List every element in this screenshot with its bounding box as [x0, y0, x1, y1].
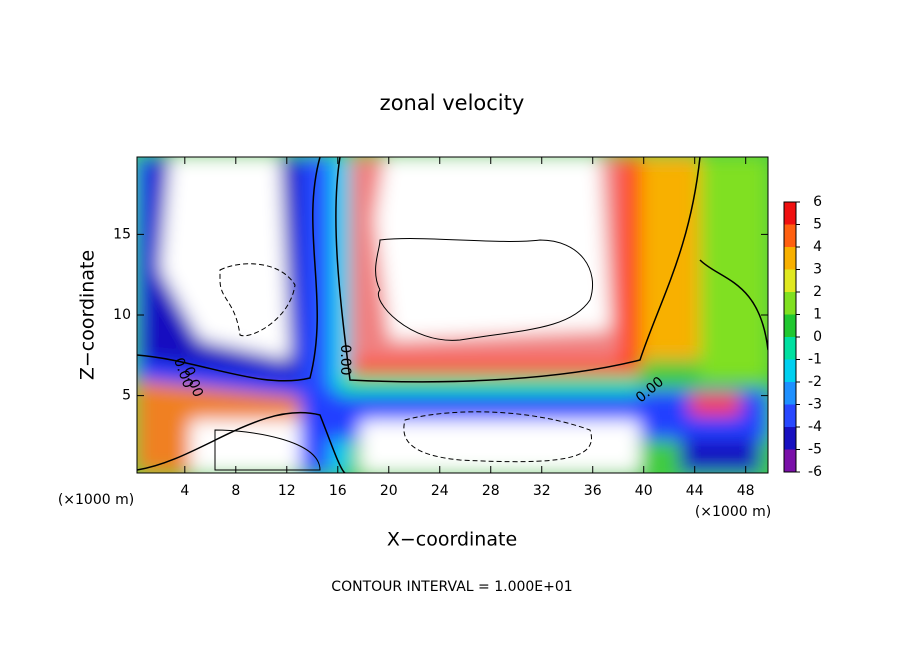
colorbar-band: [784, 404, 796, 427]
x-tick-label: 8: [231, 483, 240, 499]
x-tick-label: 12: [278, 483, 296, 499]
colorbar-label: 6: [813, 194, 822, 210]
colorbar-label: 1: [813, 307, 822, 323]
chart-title: zonal velocity: [380, 91, 525, 115]
y-axis-label: Z−coordinate: [77, 250, 99, 380]
colorbar-band: [784, 269, 796, 292]
colorbar-label: 4: [813, 239, 822, 255]
y-tick-label: 15: [113, 226, 131, 242]
x-tick-label: 4: [180, 483, 189, 499]
colorbar-band: [784, 382, 796, 405]
contour-label: 0.00: [337, 344, 353, 375]
y-tick-label: 10: [113, 307, 131, 323]
x-unit: (×1000 m): [58, 492, 134, 508]
colorbar-band: [784, 202, 796, 225]
colorbar-label: -6: [808, 464, 822, 480]
colorbar-band: [784, 224, 796, 247]
colorbar-label: 2: [813, 284, 822, 300]
colorbar-band: [784, 337, 796, 360]
colorbar-band: [784, 427, 796, 450]
x-tick-label: 48: [737, 483, 755, 499]
colorbar-label: 3: [813, 262, 822, 278]
x-tick-label: 32: [533, 483, 551, 499]
x-tick-label: 20: [380, 483, 398, 499]
colorbar-band: [784, 292, 796, 315]
x-tick-label: 24: [431, 483, 449, 499]
colorbar-label: 5: [813, 217, 822, 233]
x-tick-label: 44: [686, 483, 704, 499]
colorbar-label: -3: [808, 397, 822, 413]
x-tick-label: 36: [584, 483, 602, 499]
colorbar-label: -5: [808, 442, 822, 458]
colorbar-band: [784, 247, 796, 270]
colorbar-label: -4: [808, 419, 822, 435]
colorbar-label: -1: [808, 352, 822, 368]
contours: [137, 157, 768, 473]
x-tick-label: 16: [329, 483, 347, 499]
x-tick-label: 40: [635, 483, 653, 499]
field: [137, 157, 768, 473]
x-unit: (×1000 m): [695, 504, 771, 520]
colorbar-label: -2: [808, 374, 822, 390]
y-tick-label: 5: [122, 388, 131, 404]
footer: CONTOUR INTERVAL = 1.000E+01: [331, 579, 572, 595]
colorbar-label: 0: [813, 329, 822, 345]
colorbar-band: [784, 449, 796, 472]
colorbar-band: [784, 314, 796, 337]
x-axis-label: X−coordinate: [387, 529, 517, 551]
x-tick-label: 28: [482, 483, 500, 499]
colorbar-band: [784, 359, 796, 382]
